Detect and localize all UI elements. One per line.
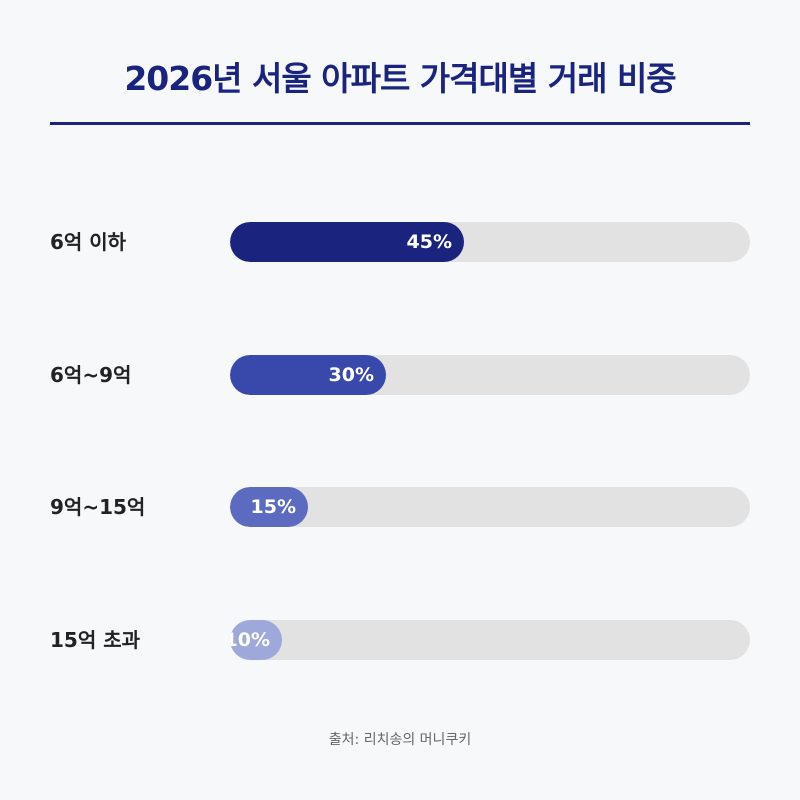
bar-track: 45% [230, 222, 750, 262]
bar: 30% [230, 355, 386, 395]
bar: 45% [230, 222, 464, 262]
bar-row: 6억~9억 30% [0, 355, 800, 395]
bar-track: 15% [230, 487, 750, 527]
title-divider [50, 122, 750, 125]
category-label: 9억~15억 [50, 495, 146, 519]
bar-track: 10% [230, 620, 750, 660]
category-label: 6억 이하 [50, 230, 127, 254]
source-note: 출처: 리치송의 머니쿠키 [328, 732, 472, 748]
value-label: 45% [406, 231, 452, 253]
value-label: 10% [230, 629, 270, 651]
bar-track: 30% [230, 355, 750, 395]
value-label: 15% [250, 496, 296, 518]
category-label: 15억 초과 [50, 628, 140, 652]
bar-row: 15억 초과 10% [0, 620, 800, 660]
bar: 15% [230, 487, 308, 527]
bar-row: 9억~15억 15% [0, 487, 800, 527]
bar: 10% [230, 620, 282, 660]
chart-title: 2026년 서울 아파트 가격대별 거래 비중 [124, 59, 676, 98]
bar-row: 6억 이하 45% [0, 222, 800, 262]
value-label: 30% [328, 364, 374, 386]
category-label: 6억~9억 [50, 363, 132, 387]
